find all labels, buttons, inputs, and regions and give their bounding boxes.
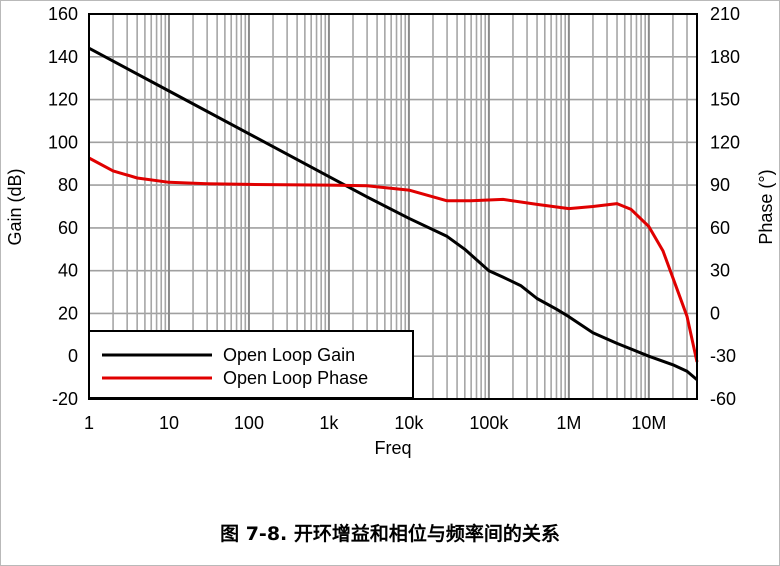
caption-label: 图 7-8. — [220, 523, 288, 545]
x-tick-label: 1M — [556, 413, 581, 433]
x-axis-title: Freq — [374, 438, 411, 458]
legend-label-phase: Open Loop Phase — [223, 368, 368, 388]
y-tick-label: 40 — [58, 261, 78, 281]
y2-axis-title: Phase (°) — [756, 169, 776, 244]
phase-line — [88, 156, 699, 363]
figure-caption: 图 7-8. 开环增益和相位与频率间的关系 — [0, 519, 780, 546]
x-tick-label: 100k — [469, 413, 509, 433]
x-tick-label: 100 — [234, 413, 264, 433]
y2-tick-label: 120 — [710, 132, 740, 152]
y2-tick-label: 210 — [710, 4, 740, 24]
caption-text: 开环增益和相位与频率间的关系 — [293, 523, 560, 545]
y-tick-label: 80 — [58, 175, 78, 195]
y-tick-label: 0 — [68, 346, 78, 366]
y2-tick-label: -60 — [710, 389, 736, 409]
y-tick-label: 60 — [58, 218, 78, 238]
y2-tick-label: 30 — [710, 261, 730, 281]
y-tick-label: 140 — [48, 47, 78, 67]
x-tick-label: 1 — [84, 413, 94, 433]
y2-tick-label: 150 — [710, 90, 740, 110]
legend: Open Loop Gain Open Loop Phase — [88, 330, 414, 399]
gain-line — [88, 46, 698, 381]
x-tick-label: 10k — [394, 413, 424, 433]
tick-labels: 1 10 100 1k 10k 100k 1M 10M 160 140 120 100 80 60 40 20… — [48, 4, 740, 433]
y-tick-label: 120 — [48, 90, 78, 110]
y2-tick-label: 180 — [710, 47, 740, 67]
x-tick-label: 10M — [631, 413, 666, 433]
legend-box — [88, 330, 414, 399]
series-lines — [88, 46, 699, 381]
y2-tick-label: -30 — [710, 346, 736, 366]
chart: 1 10 100 1k 10k 100k 1M 10M 160 140 120 100 80 60 40 20… — [5, 4, 776, 458]
y-tick-label: -20 — [52, 389, 78, 409]
y-tick-label: 20 — [58, 303, 78, 323]
x-tick-label: 10 — [159, 413, 179, 433]
y2-tick-label: 0 — [710, 303, 720, 323]
y2-tick-label: 60 — [710, 218, 730, 238]
y-tick-label: 100 — [48, 132, 78, 152]
y-axis-title: Gain (dB) — [5, 168, 25, 245]
legend-label-gain: Open Loop Gain — [223, 345, 355, 365]
y-tick-label: 160 — [48, 4, 78, 24]
x-tick-label: 1k — [319, 413, 339, 433]
y2-tick-label: 90 — [710, 175, 730, 195]
